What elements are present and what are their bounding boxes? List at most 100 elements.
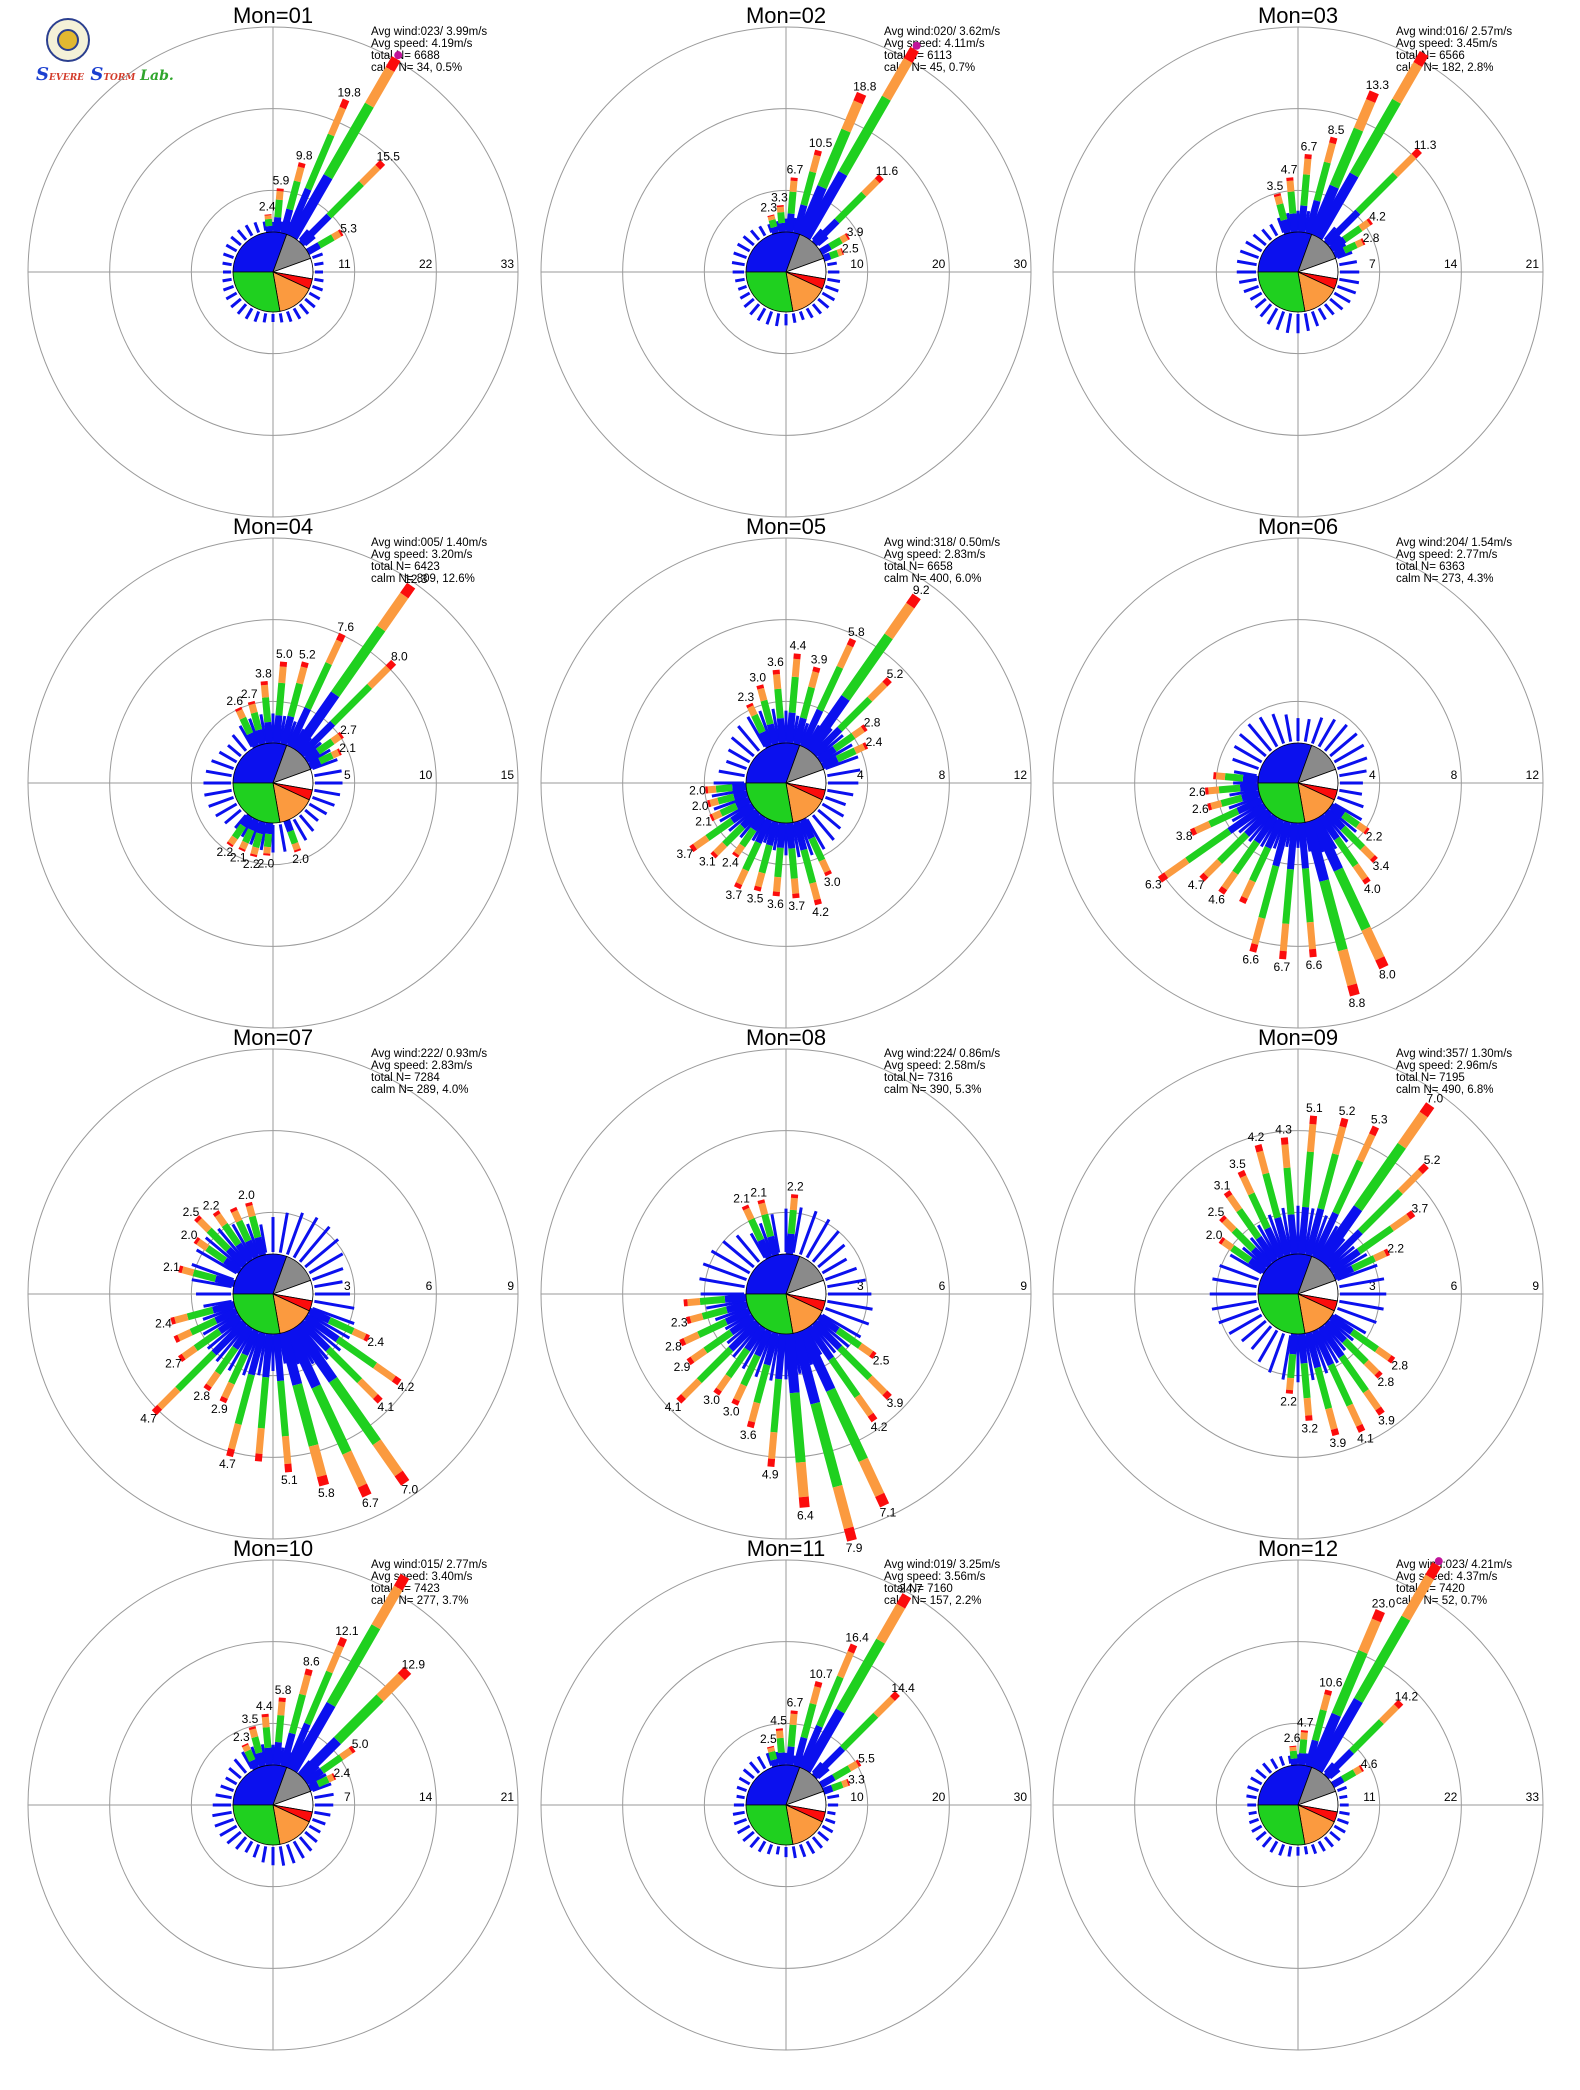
- spoke-segment: [792, 820, 808, 851]
- minor-spoke: [746, 716, 767, 748]
- spoke-segment: [853, 91, 867, 105]
- minor-spoke: [1329, 808, 1358, 833]
- value-label: 4.1: [378, 1400, 395, 1414]
- spoke-segment: [787, 1209, 797, 1235]
- spoke-segment: [1392, 153, 1417, 178]
- value-label: 2.9: [674, 1360, 691, 1374]
- spoke-segment: [181, 1345, 198, 1360]
- value-label: 2.0: [238, 1188, 255, 1202]
- center-pie-slice: [232, 742, 288, 784]
- minor-spoke: [298, 303, 310, 315]
- spoke-segment: [776, 717, 787, 744]
- spoke-segment: [236, 709, 246, 720]
- minor-spoke: [1287, 1846, 1293, 1857]
- minor-spoke: [304, 1238, 340, 1269]
- value-label: 2.2: [1366, 829, 1383, 843]
- spoke-segment: [713, 1387, 722, 1396]
- spoke-segment: [331, 625, 386, 698]
- minor-spoke: [827, 277, 841, 283]
- value-label: 7.0: [401, 1482, 418, 1496]
- center-pie-slice: [745, 782, 794, 824]
- calm-n-text: calm N= 809, 12.6%: [371, 573, 475, 585]
- minor-spoke: [285, 1843, 296, 1864]
- spoke-segment: [327, 1317, 355, 1335]
- minor-spoke: [1211, 1299, 1257, 1311]
- spoke-segment: [1366, 90, 1379, 103]
- spoke-segment: [817, 128, 851, 190]
- spoke-segment: [304, 133, 335, 191]
- minor-spoke: [1317, 718, 1336, 748]
- minor-spoke: [1336, 1306, 1377, 1324]
- spoke-segment: [837, 1650, 855, 1679]
- spoke-segment: [831, 1781, 844, 1792]
- spoke-segment: [1289, 213, 1299, 233]
- spoke-segment: [197, 1218, 212, 1233]
- spoke-segment: [1237, 1169, 1247, 1179]
- minor-spoke: [314, 277, 324, 283]
- spoke-segment: [1189, 827, 1198, 836]
- spoke-segment: [1210, 800, 1223, 810]
- minor-spoke: [1339, 1299, 1384, 1311]
- spoke-segment: [711, 810, 723, 821]
- spoke-segment: [1306, 1123, 1317, 1153]
- minor-spoke: [817, 1830, 830, 1842]
- spoke-segment: [1231, 1227, 1256, 1252]
- spoke-segment: [1297, 205, 1308, 233]
- minor-spoke: [311, 252, 324, 260]
- spoke-segment: [325, 639, 343, 665]
- value-label: 19.8: [338, 86, 362, 100]
- total-n-text: total N= 6658: [884, 561, 953, 573]
- spoke-segment: [223, 1257, 243, 1274]
- spoke-segment: [809, 882, 821, 901]
- spoke-segment: [686, 1356, 695, 1366]
- minor-spoke: [824, 284, 839, 293]
- spoke-segment: [247, 700, 256, 706]
- value-label: 4.4: [790, 639, 807, 653]
- spoke-segment: [696, 1346, 734, 1384]
- minor-spoke: [734, 277, 745, 283]
- spoke-segment: [784, 1333, 800, 1394]
- minor-spoke: [726, 1319, 755, 1345]
- spoke-segment: [394, 1470, 410, 1486]
- spoke-segment: [285, 1722, 311, 1770]
- minor-spoke: [206, 1319, 242, 1350]
- minor-spoke: [742, 1768, 755, 1780]
- minor-spoke: [722, 1240, 755, 1269]
- ring-label: 14: [1444, 257, 1458, 271]
- minor-spoke: [257, 1335, 268, 1376]
- minor-spoke: [278, 824, 287, 852]
- spoke-segment: [679, 1338, 687, 1347]
- spoke-segment: [811, 218, 840, 247]
- center-pie-slice: [1257, 782, 1306, 824]
- spoke-segment: [689, 843, 698, 853]
- spoke-segment: [732, 851, 740, 858]
- avg-speed-text: Avg speed: 3.40m/s: [371, 1571, 473, 1583]
- spoke-segment: [873, 1696, 895, 1718]
- value-label: 2.8: [665, 1339, 682, 1353]
- spoke-segment: [763, 1331, 780, 1366]
- spoke-segment: [798, 1328, 836, 1392]
- minor-spoke: [1303, 1846, 1309, 1855]
- spoke-segment: [1248, 1192, 1271, 1230]
- minor-spoke: [238, 725, 254, 748]
- minor-spoke: [1281, 1207, 1293, 1253]
- spoke-segment: [337, 731, 344, 740]
- spoke-segment: [844, 233, 850, 241]
- value-label: 8.0: [391, 650, 408, 664]
- spoke-segment: [816, 1675, 844, 1728]
- spoke-segment: [226, 1447, 235, 1458]
- spoke-segment: [1303, 158, 1312, 175]
- minor-spoke: [1323, 1325, 1347, 1352]
- spoke-segment: [787, 191, 797, 214]
- spoke-segment: [792, 717, 807, 746]
- spoke-segment: [846, 637, 857, 648]
- panel-title: Mon=01: [233, 3, 313, 28]
- spoke-segment: [709, 813, 715, 822]
- value-label: 3.1: [1214, 1179, 1231, 1193]
- value-label: 4.6: [1361, 1757, 1378, 1771]
- university-seal: [46, 18, 90, 62]
- value-label: 3.4: [1373, 859, 1390, 873]
- spoke-segment: [1352, 863, 1368, 881]
- spoke-segment: [699, 1295, 726, 1306]
- minor-spoke: [791, 313, 797, 324]
